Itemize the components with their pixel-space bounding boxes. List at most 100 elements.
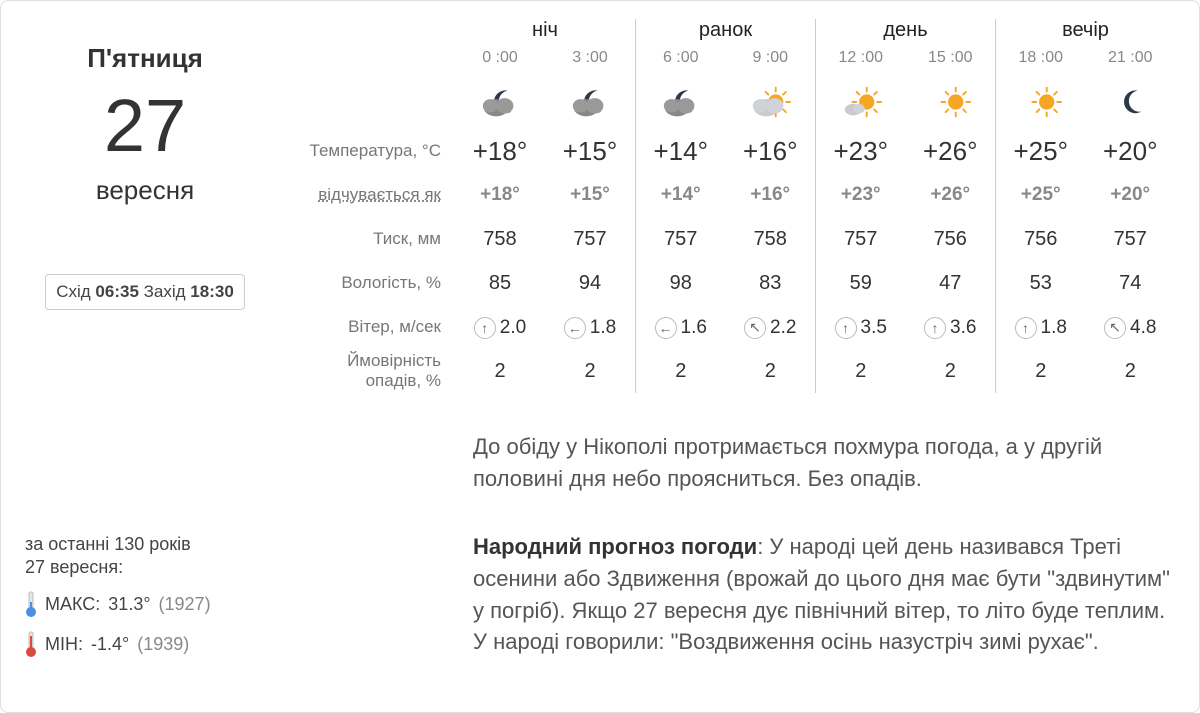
feels-like-value: +25° [996,184,1086,206]
precip-value: 2 [726,360,816,383]
records-intro1: за останні 130 років [25,534,265,555]
humidity-value: 59 [816,272,906,295]
wind-direction-icon: ↑ [1015,317,1037,339]
hour-time: 0 :00 [455,49,545,75]
sunset-time: 18:30 [190,282,233,301]
weekday: П'ятниця [25,43,265,74]
periods-host: ніч0 :003 :00+18°+15°+18°+15°7587578594↑… [455,19,1175,393]
hour-time: 21 :00 [1086,49,1176,75]
wind-direction-icon: ← [655,317,677,339]
feels-like-value: +16° [726,184,816,206]
wind-value: ↑2.0 [455,316,545,339]
label-feels-like: відчувається як [275,173,441,217]
record-min: МІН: -1.4° (1939) [25,630,265,658]
period-title: вечір [996,19,1175,49]
pressure-value: 757 [1086,228,1176,251]
month: вересня [25,175,265,206]
hour-time: 12 :00 [816,49,906,75]
wind-value: ←1.8 [545,316,635,339]
feels-like-value: +14° [636,184,726,206]
max-value: 31.3° [108,594,150,615]
wind-value: ←1.6 [636,316,726,339]
label-humidity: Вологість, % [275,261,441,305]
temperature-value: +14° [636,136,726,167]
thermometer-hot-icon [25,630,37,658]
hour-time: 18 :00 [996,49,1086,75]
temperature-value: +26° [906,136,996,167]
period-title: ранок [636,19,815,49]
period-title: день [816,19,995,49]
precip-value: 2 [1086,360,1176,383]
precip-value: 2 [906,360,996,383]
wind-value: ↑3.6 [906,316,996,339]
pressure-value: 757 [545,228,635,251]
period-день: день12 :0015 :00+23°+26°+23°+26°75775659… [815,19,995,393]
historical-records: за останні 130 років 27 вересня: МАКС: 3… [25,534,265,658]
precip-value: 2 [816,360,906,383]
temperature-value: +18° [455,136,545,167]
wind-value: ↖2.2 [726,315,816,339]
pressure-value: 756 [906,228,996,251]
wind-value: ↑1.8 [996,316,1086,339]
wind-direction-icon: ← [564,317,586,339]
wind-direction-icon: ↑ [474,317,496,339]
max-year: (1927) [159,594,211,615]
period-ранок: ранок6 :009 :00+14°+16°+14°+16°757758988… [635,19,815,393]
weather-icon [906,82,996,122]
folk-label: Народний прогноз погоди [473,534,757,559]
humidity-value: 53 [996,272,1086,295]
precip-value: 2 [636,360,726,383]
feels-like-value: +23° [816,184,906,206]
wind-direction-icon: ↑ [924,317,946,339]
humidity-value: 47 [906,272,996,295]
humidity-value: 83 [726,272,816,295]
thermometer-cold-icon [25,590,37,618]
wind-value: ↑3.5 [816,316,906,339]
humidity-value: 98 [636,272,726,295]
hour-time: 9 :00 [726,49,816,75]
label-wind: Вітер, м/сек [275,305,441,349]
temperature-value: +15° [545,136,635,167]
hour-time: 15 :00 [906,49,996,75]
feels-like-value: +26° [906,184,996,206]
wind-value: ↖4.8 [1086,315,1176,339]
label-precip: Ймовірність опадів, % [275,349,441,393]
weather-icon [545,82,635,122]
feels-like-value: +15° [545,184,635,206]
sunset-label: Захід [144,282,186,301]
precip-value: 2 [545,360,635,383]
temperature-value: +25° [996,136,1086,167]
min-label: МІН: [45,634,83,655]
label-pressure: Тиск, мм [275,217,441,261]
humidity-value: 85 [455,272,545,295]
folk-forecast: Народний прогноз погоди: У народі цей де… [473,531,1175,659]
sunrise-label: Схід [56,282,90,301]
wind-direction-icon: ↖ [1104,317,1126,339]
humidity-value: 94 [545,272,635,295]
period-ніч: ніч0 :003 :00+18°+15°+18°+15°7587578594↑… [455,19,635,393]
feels-like-value: +20° [1086,184,1176,206]
temperature-value: +16° [726,136,816,167]
hour-time: 3 :00 [545,49,635,75]
temperature-value: +20° [1086,136,1176,167]
precip-value: 2 [996,360,1086,383]
max-label: МАКС: [45,594,100,615]
precip-value: 2 [455,360,545,383]
records-intro2: 27 вересня: [25,557,265,578]
label-temperature: Температура, °C [275,129,441,173]
wind-direction-icon: ↖ [744,317,766,339]
weather-icon [816,82,906,122]
temperature-value: +23° [816,136,906,167]
pressure-value: 757 [816,228,906,251]
forecast-summary: До обіду у Нікополі протримається похмур… [473,431,1173,495]
right-column: Температура, °C відчувається як Тиск, мм… [275,19,1175,688]
weather-icon [1086,82,1176,122]
day-number: 27 [25,82,265,171]
pressure-value: 757 [636,228,726,251]
humidity-value: 74 [1086,272,1176,295]
hour-time: 6 :00 [636,49,726,75]
weather-icon [726,82,816,122]
period-title: ніч [455,19,635,49]
sunrise-sunset: Схід 06:35 Захід 18:30 [45,274,245,310]
feels-like-value: +18° [455,184,545,206]
